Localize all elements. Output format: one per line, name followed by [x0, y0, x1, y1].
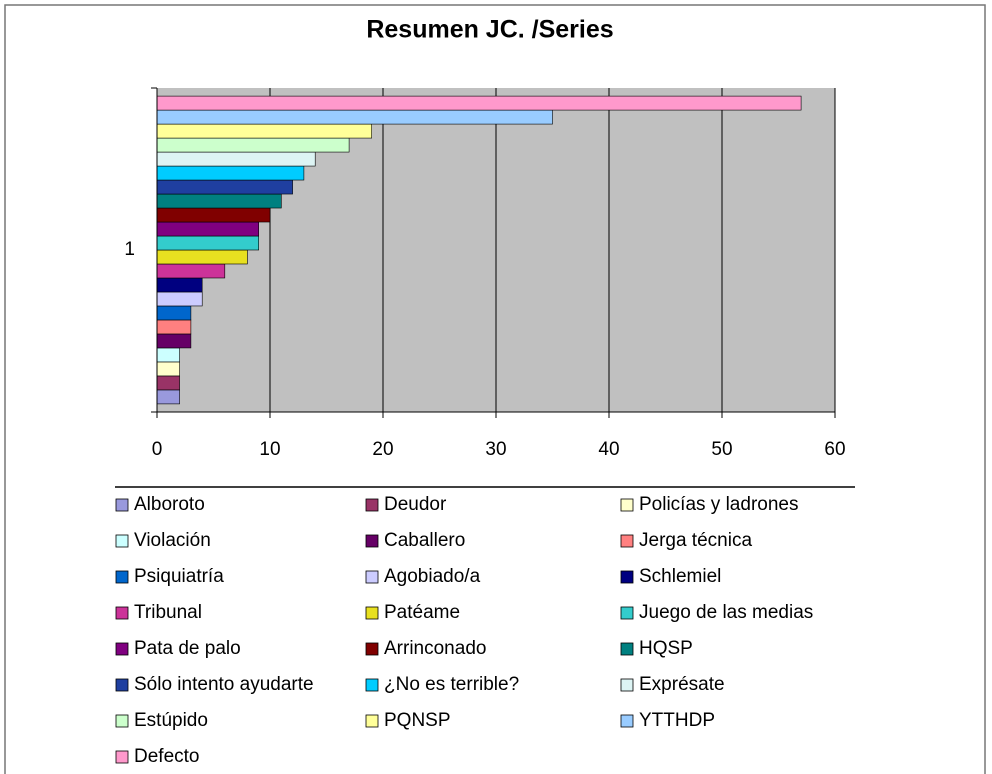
- legend-label: Exprésate: [639, 674, 725, 695]
- bar: [156, 95, 802, 111]
- bar: [156, 333, 192, 349]
- legend-label: Agobiado/a: [384, 566, 481, 587]
- legend-swatch: [620, 498, 634, 512]
- legend-swatch: [115, 714, 129, 728]
- legend-label: ¿No es terrible?: [384, 674, 519, 695]
- legend-swatch: [115, 498, 129, 512]
- bar: [156, 165, 305, 181]
- legend-swatch: [620, 678, 634, 692]
- bar: [156, 249, 248, 265]
- bar: [156, 221, 259, 237]
- legend-swatch: [115, 570, 129, 584]
- legend-label: PQNSP: [384, 710, 451, 731]
- legend-swatch: [365, 642, 379, 656]
- bar: [156, 375, 180, 391]
- legend-label: Alboroto: [134, 494, 205, 515]
- x-tick-label: 50: [711, 439, 732, 460]
- legend-label: Arrinconado: [384, 638, 486, 659]
- legend-label: Defecto: [134, 746, 199, 767]
- legend-label: Violación: [134, 530, 211, 551]
- bar: [156, 347, 180, 363]
- x-tick-label: 40: [598, 439, 619, 460]
- legend-swatch: [115, 642, 129, 656]
- bar: [156, 389, 180, 405]
- bar: [156, 123, 372, 139]
- bar: [156, 361, 180, 377]
- legend-label: Estúpido: [134, 710, 208, 731]
- bar: [156, 319, 192, 335]
- legend-swatch: [115, 534, 129, 548]
- legend-label: Juego de las medias: [639, 602, 813, 623]
- bar: [156, 193, 282, 209]
- bar: [156, 207, 271, 223]
- legend-label: Caballero: [384, 530, 465, 551]
- legend-swatch: [115, 678, 129, 692]
- x-tick-label: 60: [824, 439, 845, 460]
- bar: [156, 235, 259, 251]
- chart-title: Resumen JC. /Series: [366, 16, 613, 44]
- legend-swatch: [365, 606, 379, 620]
- bar: [156, 151, 316, 167]
- bar: [156, 109, 553, 125]
- bar: [156, 179, 293, 195]
- legend-swatch: [365, 678, 379, 692]
- legend-label: Schlemiel: [639, 566, 721, 587]
- legend-label: Psiquiatría: [134, 566, 224, 587]
- legend-swatch: [115, 750, 129, 764]
- bar: [156, 263, 226, 279]
- legend-label: Patéame: [384, 602, 460, 623]
- legend-label: Pata de palo: [134, 638, 241, 659]
- x-tick-label: 0: [152, 439, 163, 460]
- legend-label: HQSP: [639, 638, 693, 659]
- legend-label: Jerga técnica: [639, 530, 752, 551]
- legend-swatch: [620, 606, 634, 620]
- x-tick-label: 20: [372, 439, 393, 460]
- legend-label: Policías y ladrones: [639, 494, 798, 515]
- legend-swatch: [365, 534, 379, 548]
- legend-swatch: [620, 714, 634, 728]
- legend-swatch: [365, 498, 379, 512]
- legend-swatch: [365, 570, 379, 584]
- bar: [156, 291, 203, 307]
- legend-swatch: [115, 606, 129, 620]
- bar: [156, 137, 350, 153]
- x-tick-label: 30: [485, 439, 506, 460]
- y-tick-label: 1: [124, 239, 135, 260]
- bar: [156, 305, 192, 321]
- legend-label: Deudor: [384, 494, 447, 515]
- legend-swatch: [620, 642, 634, 656]
- x-tick-label: 10: [259, 439, 280, 460]
- bar: [156, 277, 203, 293]
- legend-label: Tribunal: [134, 602, 202, 623]
- legend-label: Sólo intento ayudarte: [134, 674, 314, 695]
- legend-swatch: [365, 714, 379, 728]
- legend-swatch: [620, 570, 634, 584]
- legend-swatch: [620, 534, 634, 548]
- legend-label: YTTHDP: [639, 710, 715, 731]
